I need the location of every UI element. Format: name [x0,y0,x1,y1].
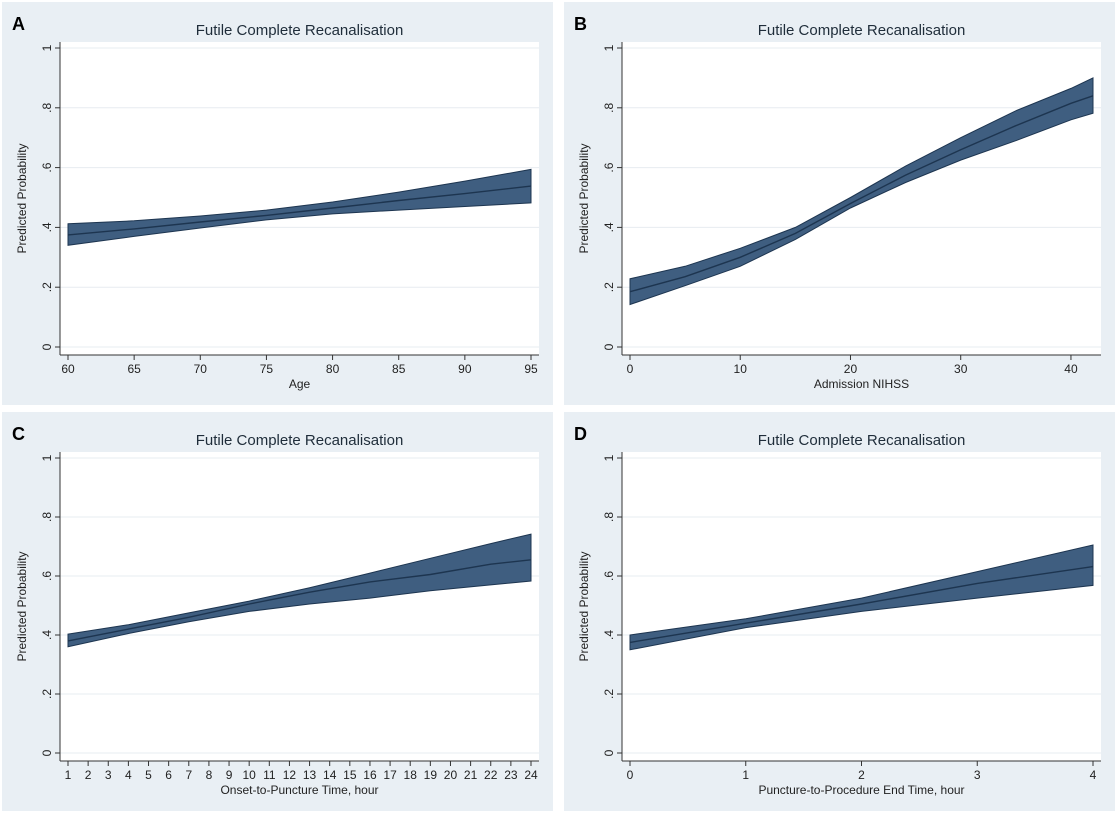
y-tick-label: .6 [602,162,616,172]
confidence-band [67,168,532,246]
predicted-line [67,185,532,236]
x-tick-label: 15 [343,768,357,782]
x-axis-label: Age [289,377,311,391]
x-tick-label: 22 [484,768,498,782]
y-axis-label: Predicted Probability [15,551,29,661]
x-tick-label: 6 [165,768,172,782]
predicted-line [67,559,532,642]
y-tick-label: 0 [40,749,54,756]
x-tick-label: 3 [105,768,112,782]
y-tick-label: .4 [40,222,54,232]
y-tick-label: 1 [40,454,54,461]
x-tick-label: 19 [424,768,438,782]
x-tick-label: 14 [323,768,337,782]
plot-area [60,452,539,761]
x-tick-label: 70 [194,362,208,376]
y-tick-label: .8 [602,512,616,522]
panel-letter: D [574,424,587,444]
y-tick-label: .4 [602,630,616,640]
y-axis-label: Predicted Probability [15,143,29,253]
y-tick-label: .6 [40,162,54,172]
panel-title: Futile Complete Recanalisation [196,22,404,39]
x-tick-label: 5 [145,768,152,782]
x-tick-label: 21 [464,768,478,782]
y-tick-label: 0 [602,343,616,350]
chart-panel-a: 0 .2 .4 .6 .8 1 60 65 70 75 80 85 90 95 Futile Complet… [2,2,553,405]
predicted-line [629,95,1094,293]
x-tick-label: 2 [858,768,865,782]
y-tick-label: .8 [602,102,616,112]
x-tick-label: 24 [524,768,538,782]
panel-letter: C [12,424,25,444]
x-tick-label: 10 [242,768,256,782]
x-tick-label: 9 [226,768,233,782]
panel-letter: B [574,14,587,34]
panel-title: Futile Complete Recanalisation [196,432,404,449]
y-tick-label: .2 [602,689,616,699]
y-tick-label: .4 [40,630,54,640]
x-tick-label: 85 [392,362,406,376]
x-tick-label: 17 [383,768,397,782]
x-tick-label: 7 [185,768,192,782]
x-tick-label: 3 [974,768,981,782]
y-tick-label: 0 [40,343,54,350]
y-tick-label: .2 [602,282,616,292]
y-tick-label: 1 [602,454,616,461]
chart-panel-d: 0 .2 .4 .6 .8 1 0 1 2 3 4 Futile Complete Recanalis… [564,412,1115,811]
x-tick-label: 11 [263,768,276,782]
panel-letter: A [12,14,25,34]
x-tick-label: 0 [627,362,634,376]
x-tick-label: 60 [61,362,75,376]
y-tick-label: .4 [602,222,616,232]
x-tick-label: 20 [444,768,458,782]
x-tick-label: 23 [504,768,518,782]
x-tick-label: 20 [844,362,858,376]
x-tick-label: 10 [734,362,748,376]
confidence-band [629,77,1094,306]
y-tick-label: .2 [40,282,54,292]
y-axis-label: Predicted Probability [577,143,591,253]
chart-panel-c: 0.2.4.6.811 2 3 4 5 6 7 8 9 10 11 12 13 14 15 16 17 18 19 2… [2,412,553,811]
x-tick-label: 40 [1064,362,1078,376]
y-tick-label: .6 [40,571,54,581]
panel-title: Futile Complete Recanalisation [758,22,966,39]
x-tick-label: 13 [303,768,317,782]
y-tick-label: .6 [602,571,616,581]
x-tick-label: 0 [627,768,634,782]
y-tick-label: .8 [40,512,54,522]
x-tick-label: 1 [742,768,749,782]
x-tick-label: 2 [85,768,92,782]
panel-title: Futile Complete Recanalisation [758,432,966,449]
predicted-line [629,565,1094,644]
y-tick-label: 1 [602,44,616,51]
x-tick-label: 18 [404,768,418,782]
x-axis-label: Admission NIHSS [814,377,909,391]
x-tick-label: 4 [1090,768,1097,782]
y-tick-label: .8 [40,102,54,112]
x-axis-label: Puncture-to-Procedure End Time, hour [758,783,964,797]
y-tick-label: 0 [602,749,616,756]
x-tick-label: 90 [458,362,472,376]
x-tick-label: 8 [206,768,213,782]
x-tick-label: 1 [65,768,72,782]
y-tick-label: 1 [40,44,54,51]
x-axis-label: Onset-to-Puncture Time, hour [220,783,378,797]
x-tick-label: 16 [363,768,377,782]
x-tick-label: 65 [127,362,141,376]
x-tick-label: 80 [326,362,340,376]
y-axis-label: Predicted Probability [577,551,591,661]
x-tick-label: 75 [260,362,274,376]
x-tick-label: 12 [283,768,297,782]
x-tick-label: 95 [524,362,538,376]
x-tick-label: 30 [954,362,968,376]
x-tick-label: 4 [125,768,132,782]
y-tick-label: .2 [40,689,54,699]
